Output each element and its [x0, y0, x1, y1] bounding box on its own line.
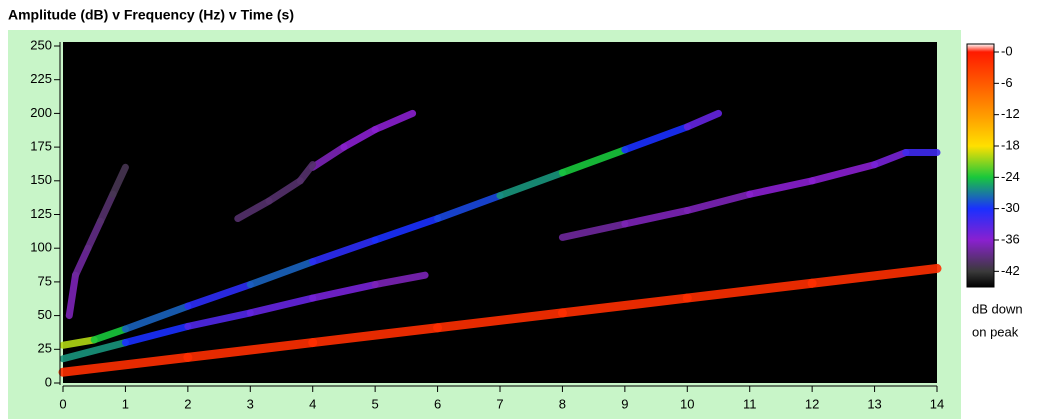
colorbar-tick-label: -12 [1001, 106, 1020, 121]
ridge-segment [59, 339, 129, 363]
y-tick-label: 25 [38, 341, 52, 356]
y-tick-label: 150 [30, 172, 52, 187]
y-tick-label: 50 [38, 307, 52, 322]
ridge-segment [71, 244, 92, 279]
ridge-segment [871, 148, 910, 169]
x-tick-label: 6 [434, 396, 441, 411]
ridge-segment [96, 190, 117, 225]
ridge-segment [557, 293, 692, 318]
ridge-segment [434, 192, 504, 223]
ridge-segment [184, 281, 254, 310]
ridge-segment [58, 352, 193, 377]
ridge-segment [807, 263, 942, 288]
ridge-segment [90, 325, 129, 344]
x-tick-label: 8 [559, 396, 566, 411]
ridge-segment [808, 161, 879, 185]
x-tick-label: 0 [59, 396, 66, 411]
ridge-segment [246, 258, 317, 289]
y-tick-label: 200 [30, 105, 52, 120]
ridge-segment [496, 169, 566, 200]
colorbar-tick-label: -18 [1001, 137, 1020, 152]
ridge-segment [683, 190, 754, 214]
x-tick-label: 2 [184, 396, 191, 411]
ridge-segment [683, 109, 722, 131]
y-tick-label: 125 [30, 206, 52, 221]
y-tick-label: 175 [30, 139, 52, 154]
ridge-segment [121, 302, 192, 333]
colorbar-tick-label: -0 [1001, 43, 1013, 58]
ridge-segment [184, 309, 254, 330]
x-tick-label: 3 [247, 396, 254, 411]
x-tick-label: 9 [621, 396, 628, 411]
ridge-segment [308, 323, 443, 348]
ridge-segment [433, 308, 567, 333]
ridge-segment [371, 271, 429, 289]
colorbar-tick-label: -6 [1001, 75, 1013, 90]
colorbar-label: on peak [972, 324, 1019, 339]
x-tick-label: 7 [496, 396, 503, 411]
x-tick-label: 12 [805, 396, 819, 411]
ridge-segment [682, 278, 817, 303]
ridge-segment [746, 177, 816, 198]
colorbar [966, 43, 995, 288]
x-tick-label: 4 [309, 396, 316, 411]
x-tick-label: 13 [867, 396, 881, 411]
x-tick-label: 14 [930, 396, 944, 411]
ridge-segment [109, 163, 129, 198]
ridge-segment [265, 177, 304, 205]
ridge-segment [621, 206, 691, 228]
ridge-segment [371, 215, 442, 244]
ridge-segment [340, 126, 379, 151]
x-tick-label: 11 [743, 396, 757, 411]
chart-title: Amplitude (dB) v Frequency (Hz) v Time (… [8, 7, 294, 23]
y-tick-label: 100 [30, 240, 52, 255]
x-tick-label: 5 [372, 396, 379, 411]
ridge-segment [234, 197, 273, 223]
colorbar-label: dB down [972, 301, 1023, 316]
ridge-segment [296, 161, 317, 185]
ridge-segment [121, 322, 192, 347]
colorbar-tick-label: -24 [1001, 169, 1020, 184]
ridge-segment [65, 271, 79, 320]
colorbar-tick-label: -36 [1001, 231, 1020, 246]
ridge-segment [309, 281, 379, 302]
ridge-segment [84, 217, 104, 252]
ridge-segment [309, 143, 348, 171]
ridge-segment [558, 146, 629, 177]
ridge-segment [246, 294, 317, 317]
x-tick-label: 1 [122, 396, 129, 411]
ridge-segment [59, 336, 98, 349]
ridge-segment [621, 123, 691, 154]
ridge-segment [558, 220, 629, 241]
colorbar-tick-label: -42 [1001, 263, 1020, 278]
ridge-segment [183, 338, 318, 362]
y-tick-label: 250 [30, 37, 52, 52]
y-tick-label: 75 [38, 273, 52, 288]
y-tick-label: 0 [45, 374, 52, 389]
colorbar-tick-label: -30 [1001, 200, 1020, 215]
plot-area [63, 42, 937, 383]
x-tick-label: 10 [680, 396, 694, 411]
ridge-segment [371, 109, 417, 134]
y-tick-label: 225 [30, 71, 52, 86]
ridge-segment [309, 236, 379, 266]
